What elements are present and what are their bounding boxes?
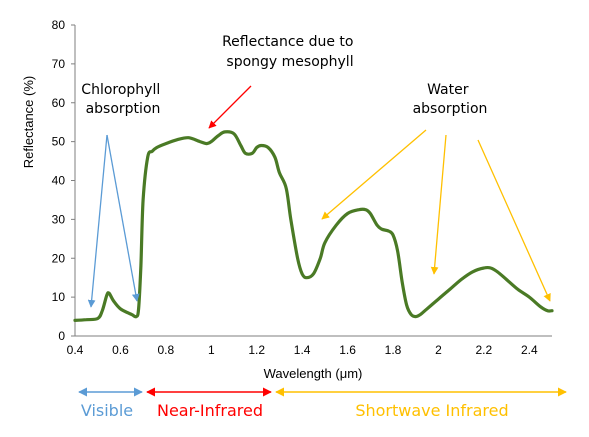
arrow-water-2 (430, 134, 447, 275)
tick-labels: 0 10 20 30 40 50 60 70 80 0.4 0.6 0.8 1 1.2 1.4 1.6 1.8 2… (52, 18, 538, 357)
y-tick-label: 0 (58, 329, 65, 343)
y-tick-label: 50 (52, 135, 66, 149)
x-tick-label: 1.6 (339, 343, 356, 357)
x-tick-label: 2.2 (476, 343, 493, 357)
x-tick-label: 0.4 (67, 343, 84, 357)
x-axis-title: Wavelength (μm) (264, 366, 363, 381)
arrow-chlorophyll-left (87, 134, 108, 308)
x-tick-label: 1.8 (385, 343, 402, 357)
arrow-water-3 (477, 139, 551, 302)
x-tick-label: 1.4 (294, 343, 311, 357)
y-axis-title: Reflectance (%) (21, 76, 36, 168)
y-tick-label: 10 (52, 290, 66, 304)
x-tick-label: 1 (208, 343, 215, 357)
arrow-water-1 (321, 129, 427, 220)
axes (74, 25, 552, 337)
annotation-chlorophyll-line1: Chlorophyll (81, 82, 160, 98)
y-tick-label: 30 (52, 212, 66, 226)
annotation-water-line2: absorption (413, 101, 488, 117)
y-tick-label: 60 (52, 96, 66, 110)
band-swir-label: Shortwave Infrared (355, 401, 508, 420)
annotation-chlorophyll-line2: absorption (86, 101, 161, 117)
y-tick-label: 40 (52, 174, 66, 188)
annotation-water: Water absorption (413, 82, 488, 117)
annotation-water-line1: Water (427, 82, 469, 98)
x-tick-label: 0.6 (112, 343, 129, 357)
y-tick-label: 20 (52, 251, 66, 265)
y-tick-label: 70 (52, 57, 66, 71)
band-visible-label: Visible (81, 401, 133, 420)
x-tick-label: 2 (435, 343, 442, 357)
series-layer (73, 130, 554, 322)
annotation-mesophyll-line1: Reflectance due to (222, 34, 353, 50)
x-tick-label: 1.2 (248, 343, 265, 357)
reflectance-line (73, 130, 554, 322)
x-tick-label: 0.8 (158, 343, 175, 357)
annotation-chlorophyll: Chlorophyll absorption (81, 82, 164, 117)
y-tick-label: 80 (52, 18, 66, 32)
x-tick-label: 2.4 (521, 343, 538, 357)
band-nir-label: Near-Infrared (157, 401, 263, 420)
arrow-mesophyll (208, 85, 252, 129)
annotation-mesophyll-line2: spongy mesophyll (226, 54, 353, 70)
annotation-mesophyll: Reflectance due to spongy mesophyll (222, 34, 358, 70)
arrow-chlorophyll-right (106, 134, 140, 302)
